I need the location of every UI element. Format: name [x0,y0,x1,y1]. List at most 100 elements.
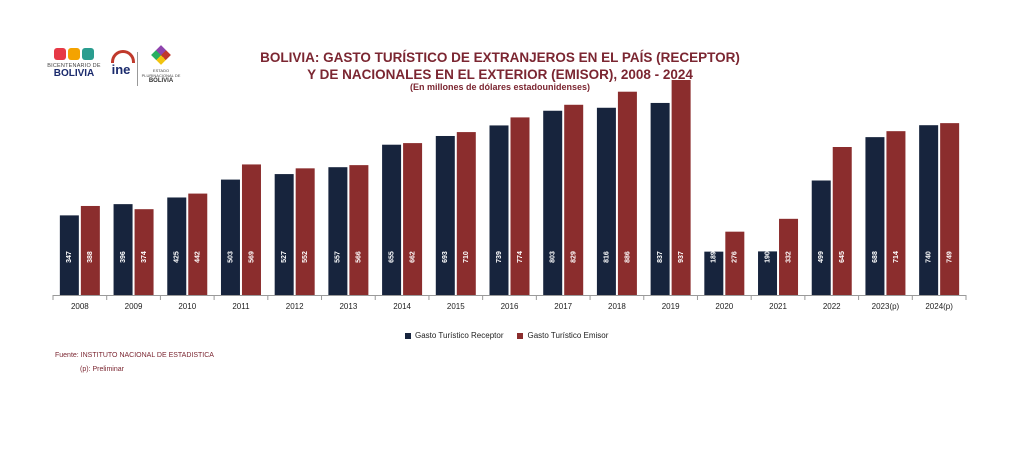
bicentenario-small-text: BICENTENARIO DE [47,63,101,69]
bar-emisor [779,218,799,295]
x-tick-label: 2020 [715,302,733,311]
bar-receptor [220,179,240,295]
x-tick-label: 2018 [608,302,626,311]
data-label: 552 [302,251,309,263]
data-label: 503 [227,251,234,263]
data-label: 190 [764,251,771,263]
data-label: 714 [893,251,900,263]
x-tick-label: 2024(p) [925,302,953,311]
logos: BICENTENARIO DE BOLIVIA ine ESTADO PLURI… [45,45,181,90]
ine-logo: ine [109,50,135,88]
data-label: 499 [818,251,825,263]
bar-receptor [704,251,724,295]
bar-emisor [510,117,530,296]
data-label: 829 [571,251,578,263]
legend-item-emisor: Gasto Turístico Emisor [517,331,608,340]
x-tick-label: 2016 [501,302,519,311]
data-label: 347 [66,251,73,263]
bar-emisor [564,104,584,295]
bar-receptor [758,251,778,295]
data-label: 442 [195,251,202,263]
data-label: 276 [732,251,739,263]
data-label: 749 [946,251,953,263]
bar-receptor [543,110,563,295]
data-label: 688 [872,251,879,263]
data-label: 645 [839,251,846,263]
legend-swatch-receptor [405,332,411,339]
x-tick-label: 2009 [125,302,143,311]
data-label: 557 [335,251,342,263]
government-big-text: BOLIVIA [148,78,174,84]
legend-swatch-emisor [517,332,524,339]
bar-emisor [349,165,369,295]
x-tick-label: 2022 [823,302,841,311]
data-label: 655 [388,251,395,263]
data-label: 396 [120,251,127,263]
bar-emisor [134,209,154,295]
logo-separator [137,52,138,86]
data-label: 569 [248,251,255,263]
x-tick-label: 2008 [71,302,89,311]
bar-receptor [328,167,348,295]
bar-receptor [650,102,670,295]
data-label: 662 [409,251,416,263]
bar-receptor [865,137,885,295]
bar-receptor [113,204,133,295]
data-label: 332 [785,251,792,263]
x-tick-label: 2021 [769,302,787,311]
data-label: 425 [174,251,181,263]
bar-emisor [725,231,745,295]
bar-emisor [403,143,423,295]
legend-label-receptor: Gasto Turístico Receptor [415,331,504,340]
data-label: 816 [603,251,610,263]
x-tick-label: 2011 [232,302,250,311]
bar-receptor [59,215,79,295]
bar-emisor [188,193,208,295]
bar-receptor [919,125,939,295]
bicentenario-logo: BICENTENARIO DE BOLIVIA [45,48,103,90]
bar-emisor [617,91,637,295]
data-label: 374 [141,251,148,263]
bar-emisor [456,132,476,295]
bar-receptor [435,135,455,295]
government-logo: ESTADO PLURINACIONAL DE BOLIVIA [141,45,181,90]
x-tick-label: 2017 [554,302,572,311]
x-tick-label: 2012 [286,302,304,311]
chart-subtitle: (En millones de dólares estadounidenses) [409,82,591,92]
government-small-text: ESTADO PLURINACIONAL DE [141,68,181,78]
data-label: 189 [711,251,718,263]
bar-emisor [832,147,852,295]
bar-emisor [241,164,261,295]
bar-emisor [940,123,960,296]
bar-emisor [80,205,100,295]
data-label: 739 [496,251,503,263]
bar-emisor [295,168,315,295]
legend-label-emisor: Gasto Turístico Emisor [527,331,609,340]
x-tick-label: 2014 [393,302,411,311]
x-tick-label: 2013 [339,302,357,311]
legend-item-receptor: Gasto Turístico Receptor [405,331,503,340]
data-label: 388 [87,251,94,263]
x-tick-label: 2010 [178,302,196,311]
bar-receptor [167,197,187,295]
data-label: 886 [624,251,631,263]
source-note: Fuente: INSTITUTO NACIONAL DE ESTADISTIC… [55,352,214,359]
bar-receptor [382,144,402,295]
data-label: 566 [356,251,363,263]
bar-receptor [274,174,294,295]
x-tick-label: 2023(p) [872,302,900,311]
bar-receptor [811,180,831,295]
data-label: 693 [442,251,449,263]
data-label: 937 [678,251,685,263]
data-label: 740 [925,251,932,263]
data-label: 803 [550,251,557,263]
data-label: 837 [657,251,664,263]
bar-receptor [596,107,616,296]
bar-emisor [886,131,906,295]
data-label: 710 [463,251,470,263]
bar-emisor [671,80,691,295]
chart-legend: Gasto Turístico Receptor Gasto Turístico… [405,331,608,340]
ine-logo-text: ine [111,62,131,77]
chart-title: BOLIVIA: GASTO TURÍSTICO DE EXTRANJEROS … [260,50,740,82]
